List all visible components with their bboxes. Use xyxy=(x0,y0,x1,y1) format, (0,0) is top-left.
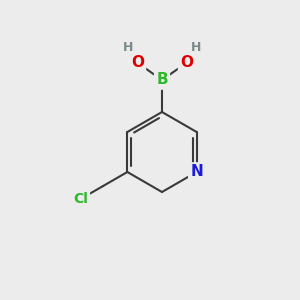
Text: O: O xyxy=(180,55,193,70)
Text: Cl: Cl xyxy=(73,192,88,206)
Text: N: N xyxy=(190,164,203,179)
Text: H: H xyxy=(123,41,134,54)
Text: H: H xyxy=(190,41,201,54)
Text: O: O xyxy=(131,55,144,70)
Text: B: B xyxy=(156,73,168,88)
